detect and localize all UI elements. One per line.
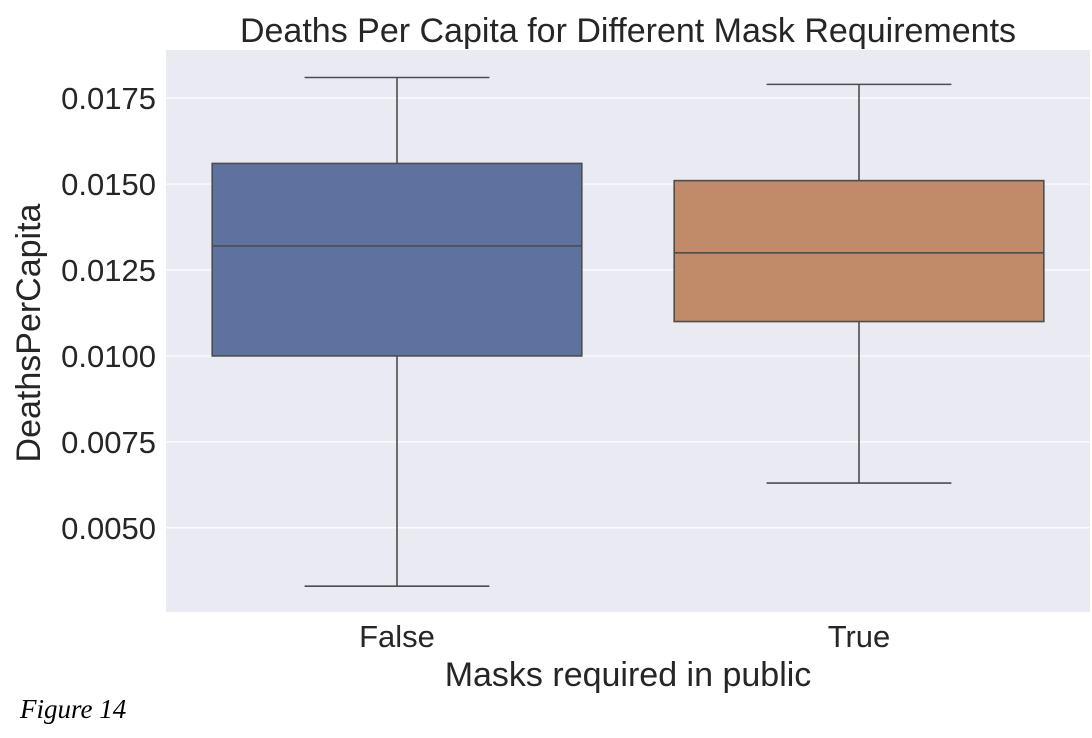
chart-title: Deaths Per Capita for Different Mask Req… <box>240 12 1016 50</box>
x-axis-label: Masks required in public <box>445 656 812 694</box>
x-tick-label: True <box>828 619 891 654</box>
box-group <box>211 76 1045 588</box>
y-tick-label: 0.0050 <box>61 511 156 546</box>
y-tick-label: 0.0175 <box>61 81 156 116</box>
y-axis-label: DeathsPerCapita <box>10 203 48 462</box>
box-true <box>673 83 1045 484</box>
y-tick-label: 0.0150 <box>61 167 156 202</box>
y-tick-labels: 0.0050 0.0075 0.0100 0.0125 0.0150 0.0175 <box>61 81 156 546</box>
iqr-box <box>211 162 583 357</box>
x-tick-labels: False True <box>359 619 890 654</box>
y-tick-label: 0.0100 <box>61 339 156 374</box>
box-false <box>211 76 583 588</box>
iqr-box <box>673 179 1045 323</box>
y-tick-label: 0.0125 <box>61 253 156 288</box>
x-tick-label: False <box>359 619 435 654</box>
figure-caption: Figure 14 <box>20 694 127 724</box>
y-tick-label: 0.0075 <box>61 425 156 460</box>
